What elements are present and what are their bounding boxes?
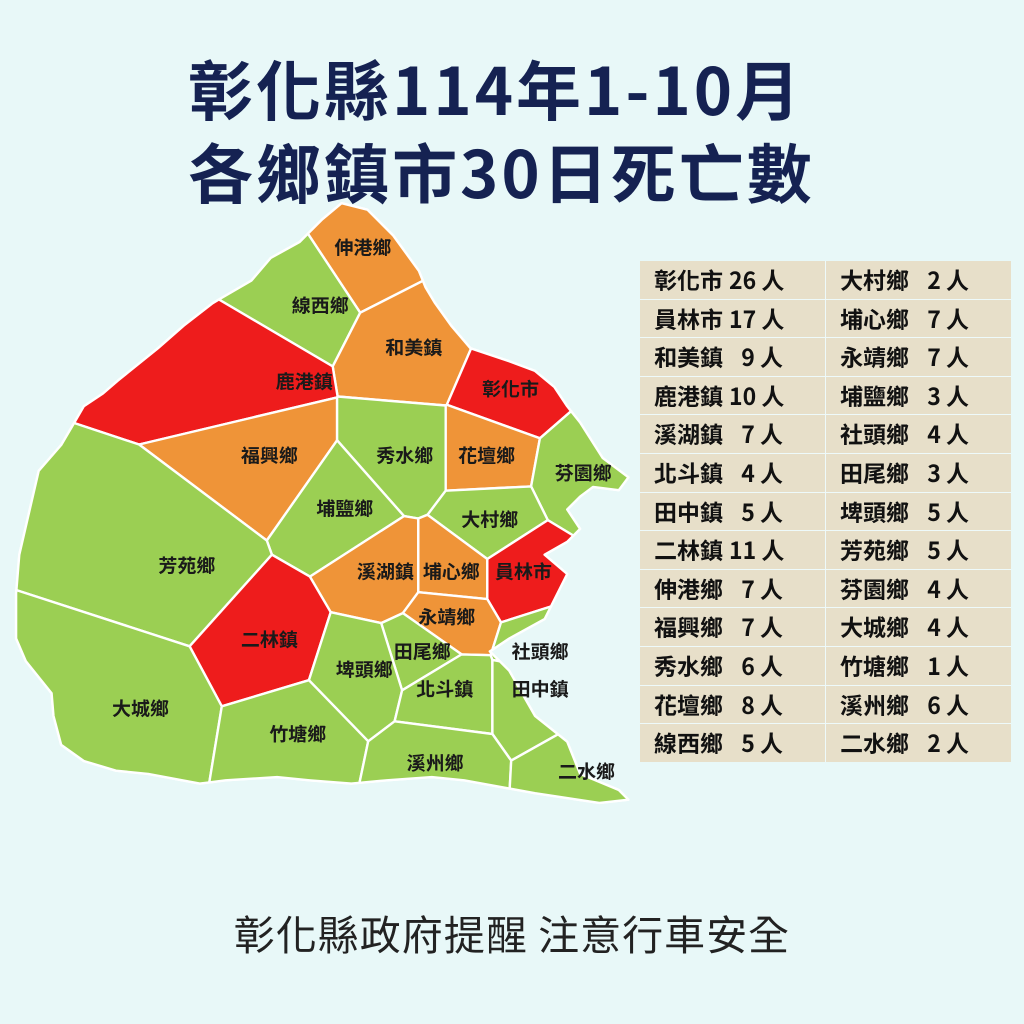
svg-text:秀水鄉: 秀水鄉	[376, 442, 433, 469]
svg-text:竹塘鄉: 竹塘鄉	[269, 720, 326, 747]
svg-text:芬園鄉: 芬園鄉	[555, 459, 612, 486]
svg-text:伸港鄉: 伸港鄉	[334, 233, 391, 260]
svg-text:芳苑鄉: 芳苑鄉	[158, 551, 215, 578]
svg-text:永靖鄉: 永靖鄉	[418, 603, 475, 630]
svg-text:線西鄉: 線西鄉	[292, 291, 349, 318]
svg-text:社頭鄉: 社頭鄉	[512, 638, 569, 665]
svg-text:鹿港鎮: 鹿港鎮	[276, 368, 333, 395]
svg-text:田中鎮: 田中鎮	[512, 675, 569, 702]
svg-text:大村鄉: 大村鄉	[461, 506, 518, 533]
svg-text:田尾鄉: 田尾鄉	[394, 638, 451, 665]
svg-text:福興鄉: 福興鄉	[241, 442, 298, 469]
svg-text:和美鎮: 和美鎮	[385, 333, 442, 360]
svg-text:花壇鄉: 花壇鄉	[458, 442, 515, 469]
svg-text:埔鹽鄉: 埔鹽鄉	[316, 495, 373, 522]
svg-text:埤頭鄉: 埤頭鄉	[336, 656, 393, 683]
svg-text:彰化市: 彰化市	[482, 375, 539, 402]
svg-text:二林鎮: 二林鎮	[241, 625, 298, 652]
svg-text:北斗鎮: 北斗鎮	[416, 675, 473, 702]
svg-text:溪湖鎮: 溪湖鎮	[357, 558, 414, 585]
svg-text:溪州鄉: 溪州鄉	[407, 749, 464, 776]
svg-text:二水鄉: 二水鄉	[558, 758, 615, 785]
svg-text:員林市: 員林市	[495, 558, 552, 585]
svg-text:埔心鄉: 埔心鄉	[423, 558, 480, 585]
svg-text:大城鄉: 大城鄉	[112, 694, 169, 721]
